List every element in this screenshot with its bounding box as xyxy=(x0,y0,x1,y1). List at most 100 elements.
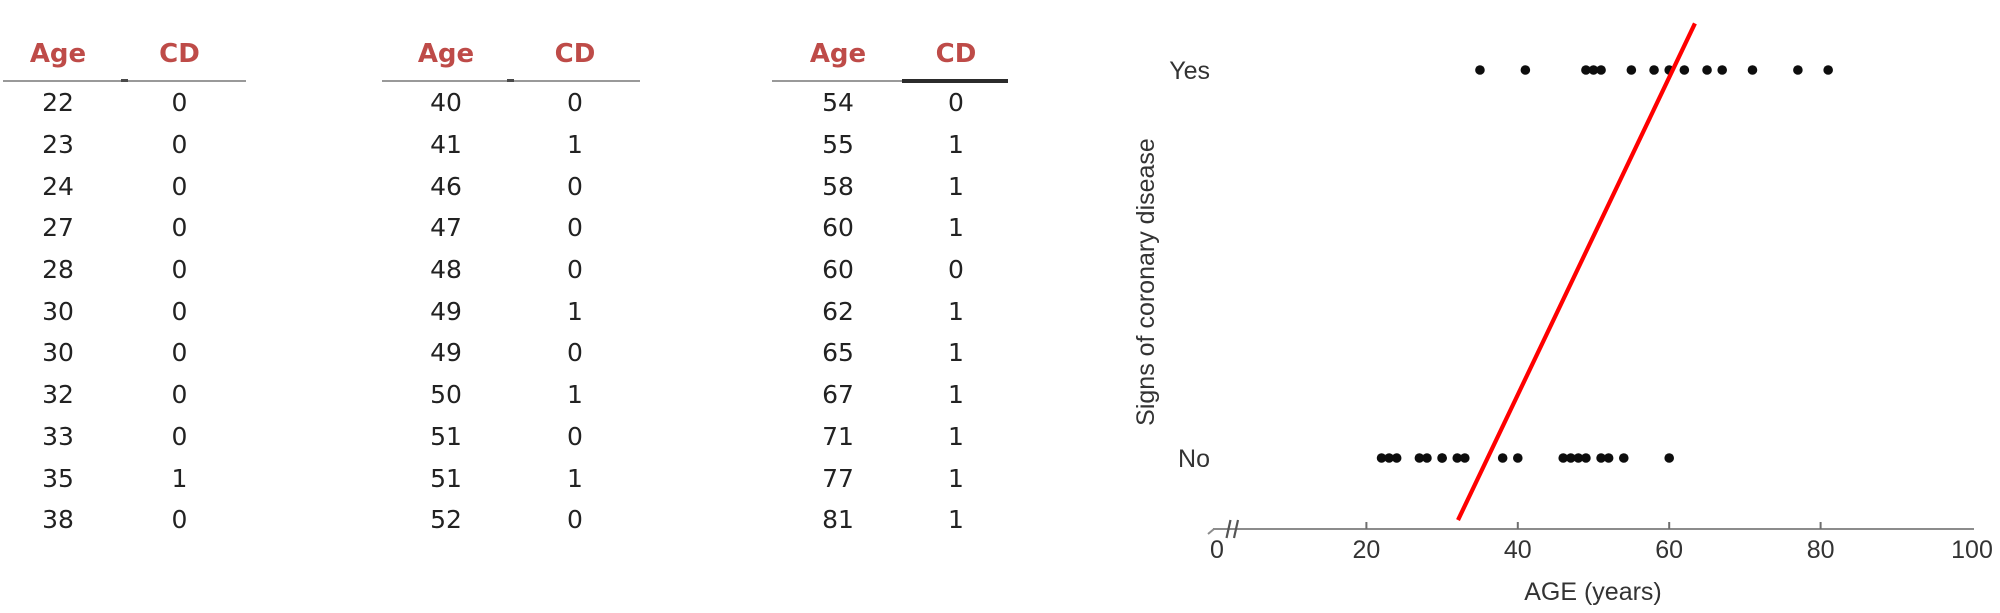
x-axis-title: AGE (years) xyxy=(1524,578,1662,606)
table-row: 55 1 xyxy=(772,124,1008,166)
cd-cell: 0 xyxy=(171,130,188,160)
data-point xyxy=(1588,65,1599,75)
age-cell: 33 xyxy=(42,421,74,451)
age-cell: 77 xyxy=(822,463,854,493)
cd-cell: 1 xyxy=(948,380,964,410)
data-point xyxy=(1475,65,1485,75)
y-axis-title: Signs of coronary disease xyxy=(1132,138,1160,426)
data-point xyxy=(1581,453,1591,463)
age-cell: 81 xyxy=(822,505,854,535)
x-tick-label: 80 xyxy=(1807,536,1835,564)
age-cell: 30 xyxy=(42,296,74,326)
cd-cell: 0 xyxy=(567,505,583,535)
cd-cell: 0 xyxy=(948,88,964,118)
col-header-age: Age xyxy=(417,39,475,69)
data-points xyxy=(1376,65,1833,463)
data-point xyxy=(1497,453,1508,463)
axis-break-icon xyxy=(1232,519,1240,539)
table-row: 52 0 xyxy=(382,499,640,541)
table-row: 47 0 xyxy=(382,207,640,249)
age-cell: 52 xyxy=(430,505,462,535)
age-cell: 46 xyxy=(430,171,462,201)
table-row: 28 0 xyxy=(3,249,246,291)
data-point xyxy=(1460,453,1470,463)
data-point xyxy=(1422,453,1432,463)
data-point xyxy=(1581,65,1591,75)
cd-cell: 1 xyxy=(567,130,583,160)
data-point xyxy=(1391,453,1402,463)
cd-cell: 1 xyxy=(567,380,583,410)
table-row: 54 0 xyxy=(772,82,1008,124)
age-cell: 22 xyxy=(42,88,74,118)
age-cell: 51 xyxy=(430,463,462,493)
data-point xyxy=(1596,65,1606,75)
table-row: 35 1 xyxy=(3,457,246,499)
cd-cell: 0 xyxy=(171,296,188,326)
age-cell: 27 xyxy=(42,213,74,243)
table-row: 33 0 xyxy=(3,416,246,458)
x-tick-label: 100 xyxy=(1951,536,1993,564)
data-point xyxy=(1603,453,1614,463)
cd-cell: 0 xyxy=(567,421,583,451)
table-row: 50 1 xyxy=(382,374,640,416)
data-point xyxy=(1717,65,1727,75)
age-cell: 24 xyxy=(42,171,74,201)
data-point xyxy=(1558,453,1569,463)
cd-cell: 1 xyxy=(948,213,964,243)
age-cell: 28 xyxy=(42,255,74,285)
age-cell: 49 xyxy=(430,338,462,368)
age-cell: 51 xyxy=(430,421,462,451)
data-point xyxy=(1823,65,1833,75)
age-cell: 58 xyxy=(822,171,854,201)
table-row: 27 0 xyxy=(3,207,246,249)
cd-cell: 0 xyxy=(171,505,188,535)
cd-cell: 0 xyxy=(171,213,188,243)
age-cell: 50 xyxy=(430,380,462,410)
table-row: 77 1 xyxy=(772,457,1008,499)
table-row: 67 1 xyxy=(772,374,1008,416)
axis-break-icon xyxy=(1225,519,1232,539)
table-row: 46 0 xyxy=(382,165,640,207)
table-row: 24 0 xyxy=(3,165,246,207)
data-point xyxy=(1573,453,1584,463)
age-cell: 47 xyxy=(430,213,462,243)
cd-cell: 1 xyxy=(948,421,964,451)
x-tick-label: 0 xyxy=(1210,536,1224,564)
table-row: 62 1 xyxy=(772,290,1008,332)
data-point xyxy=(1437,453,1447,463)
data-point xyxy=(1618,453,1629,463)
cd-cell: 1 xyxy=(567,296,583,326)
age-cell: 49 xyxy=(430,296,462,326)
age-cell: 38 xyxy=(42,505,74,535)
table-rows: 40 0 41 1 46 0 47 0 48 0 49 1 49 0 50 1 51 0 51 1 52 0 xyxy=(382,82,640,541)
col-header-age: Age xyxy=(809,39,867,69)
age-cell: 23 xyxy=(42,130,74,160)
table-row: 49 0 xyxy=(382,332,640,374)
header-rule xyxy=(382,79,640,82)
data-point xyxy=(1793,65,1803,75)
cd-cell: 0 xyxy=(567,213,583,243)
table-row: 71 1 xyxy=(772,416,1008,458)
table-row: 81 1 xyxy=(772,499,1008,541)
cd-cell: 0 xyxy=(171,338,188,368)
age-cd-table-2: Age CD 40 0 41 1 46 0 47 0 48 0 49 1 49 0 50 1 51 0 51 1 52 0 xyxy=(382,28,640,541)
age-cell: 67 xyxy=(822,380,854,410)
table-row: 30 0 xyxy=(3,290,246,332)
x-tick-label: 40 xyxy=(1504,536,1532,564)
data-point xyxy=(1414,453,1425,463)
age-cell: 30 xyxy=(42,338,74,368)
data-point xyxy=(1664,453,1674,463)
cd-cell: 1 xyxy=(948,296,964,326)
age-cell: 35 xyxy=(42,463,74,493)
table-row: 23 0 xyxy=(3,124,246,166)
cd-cell: 1 xyxy=(948,130,964,160)
cd-cell: 1 xyxy=(171,463,188,493)
cd-cell: 0 xyxy=(567,255,583,285)
table-row: 32 0 xyxy=(3,374,246,416)
cd-cell: 0 xyxy=(171,171,188,201)
scatter-plot: 0 20 40 60 80 100 Yes No AGE (years) Signs of… xyxy=(1132,22,1993,606)
table-row: 38 0 xyxy=(3,499,246,541)
cd-cell: 0 xyxy=(171,255,188,285)
cd-cell: 0 xyxy=(171,421,188,451)
cd-cell: 1 xyxy=(948,505,964,535)
